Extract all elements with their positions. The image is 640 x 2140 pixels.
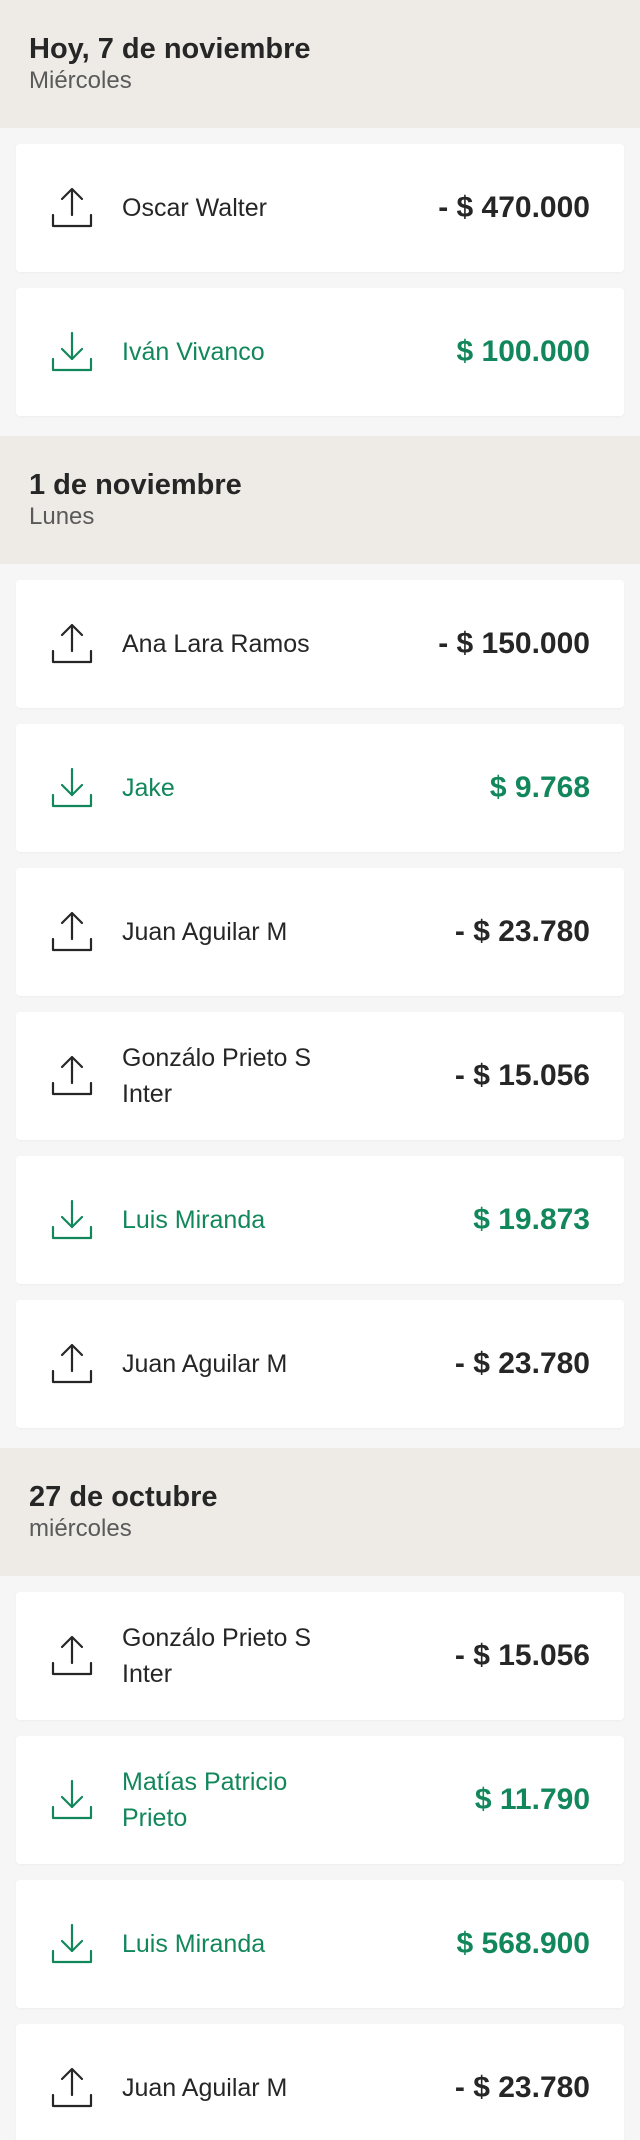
date-section-header: 1 de noviembre Lunes bbox=[0, 436, 640, 564]
transaction-amount: - $ 23.780 bbox=[454, 1347, 590, 1380]
transaction-amount: - $ 150.000 bbox=[438, 627, 590, 660]
transaction-card[interactable]: Gonzálo Prieto S Inter - $ 15.056 bbox=[16, 1592, 624, 1720]
transaction-counterparty: Gonzálo Prieto S Inter bbox=[122, 1044, 311, 1108]
transaction-card[interactable]: Iván Vivanco $ 100.000 bbox=[16, 288, 624, 416]
transaction-counterparty: Gonzálo Prieto S Inter bbox=[122, 1624, 311, 1688]
download-icon bbox=[50, 764, 94, 812]
upload-icon bbox=[50, 1340, 94, 1388]
transaction-amount: $ 568.900 bbox=[456, 1927, 590, 1960]
transaction-card[interactable]: Ana Lara Ramos - $ 150.000 bbox=[16, 580, 624, 708]
transaction-amount: $ 100.000 bbox=[456, 335, 590, 368]
transaction-counterparty: Juan Aguilar M bbox=[122, 1350, 288, 1378]
transaction-card[interactable]: Jake $ 9.768 bbox=[16, 724, 624, 852]
section-weekday: miércoles bbox=[29, 1515, 132, 1542]
transaction-counterparty: Jake bbox=[122, 774, 175, 802]
transaction-card[interactable]: Luis Miranda $ 568.900 bbox=[16, 1880, 624, 2008]
section-date-title: 1 de noviembre bbox=[29, 469, 242, 501]
section-weekday: Miércoles bbox=[29, 67, 132, 94]
transaction-counterparty: Ana Lara Ramos bbox=[122, 630, 310, 658]
section-weekday: Lunes bbox=[29, 503, 95, 530]
transaction-card[interactable]: Oscar Walter - $ 470.000 bbox=[16, 144, 624, 272]
section-date-title: 27 de octubre bbox=[29, 1481, 218, 1513]
transaction-amount: $ 11.790 bbox=[474, 1783, 590, 1816]
transaction-counterparty: Juan Aguilar M bbox=[122, 2074, 288, 2102]
transaction-amount: $ 19.873 bbox=[473, 1203, 590, 1236]
transaction-card[interactable]: Matías Patricio Prieto $ 11.790 bbox=[16, 1736, 624, 1864]
transaction-counterparty: Oscar Walter bbox=[122, 194, 267, 222]
transaction-amount: - $ 15.056 bbox=[454, 1639, 590, 1672]
transactions-list: Ana Lara Ramos - $ 150.000 Jake $ 9.768 Juan… bbox=[0, 564, 640, 1448]
transaction-counterparty: Luis Miranda bbox=[122, 1206, 266, 1234]
transaction-amount: - $ 23.780 bbox=[454, 915, 590, 948]
transactions-list: Gonzálo Prieto S Inter - $ 15.056 Matías P… bbox=[0, 1576, 640, 2140]
upload-icon bbox=[50, 1632, 94, 1680]
transaction-counterparty: Matías Patricio Prieto bbox=[122, 1768, 288, 1832]
upload-icon bbox=[50, 184, 94, 232]
transaction-counterparty: Juan Aguilar M bbox=[122, 918, 288, 946]
date-section-header: 27 de octubre miércoles bbox=[0, 1448, 640, 1576]
upload-icon bbox=[50, 620, 94, 668]
transaction-card[interactable]: Juan Aguilar M - $ 23.780 bbox=[16, 868, 624, 996]
transaction-card[interactable]: Juan Aguilar M - $ 23.780 bbox=[16, 1300, 624, 1428]
upload-icon bbox=[50, 1052, 94, 1100]
transaction-counterparty: Luis Miranda bbox=[122, 1930, 266, 1958]
date-section-header: Hoy, 7 de noviembre Miércoles bbox=[0, 0, 640, 128]
section-date-title: Hoy, 7 de noviembre bbox=[29, 33, 311, 65]
upload-icon bbox=[50, 2064, 94, 2112]
transaction-card[interactable]: Gonzálo Prieto S Inter - $ 15.056 bbox=[16, 1012, 624, 1140]
download-icon bbox=[50, 328, 94, 376]
download-icon bbox=[50, 1920, 94, 1968]
download-icon bbox=[50, 1776, 94, 1824]
transaction-amount: - $ 23.780 bbox=[454, 2071, 590, 2104]
transaction-amount: - $ 15.056 bbox=[454, 1059, 590, 1092]
upload-icon bbox=[50, 908, 94, 956]
transaction-amount: $ 9.768 bbox=[489, 771, 590, 804]
transaction-amount: - $ 470.000 bbox=[438, 191, 590, 224]
transaction-counterparty: Iván Vivanco bbox=[122, 338, 265, 366]
transactions-list: Oscar Walter - $ 470.000 Iván Vivanco $ 100… bbox=[0, 128, 640, 436]
download-icon bbox=[50, 1196, 94, 1244]
transaction-card[interactable]: Luis Miranda $ 19.873 bbox=[16, 1156, 624, 1284]
transaction-card[interactable]: Juan Aguilar M - $ 23.780 bbox=[16, 2024, 624, 2140]
